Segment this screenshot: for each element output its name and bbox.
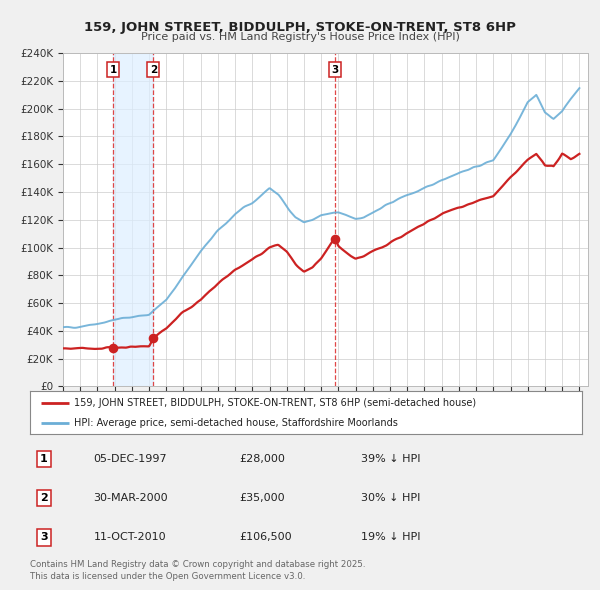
- Point: [109, 343, 118, 352]
- Text: 19% ↓ HPI: 19% ↓ HPI: [361, 532, 421, 542]
- Text: HPI: Average price, semi-detached house, Staffordshire Moorlands: HPI: Average price, semi-detached house,…: [74, 418, 398, 428]
- Text: 39% ↓ HPI: 39% ↓ HPI: [361, 454, 421, 464]
- Text: 11-OCT-2010: 11-OCT-2010: [94, 532, 166, 542]
- Text: 159, JOHN STREET, BIDDULPH, STOKE-ON-TRENT, ST8 6HP (semi-detached house): 159, JOHN STREET, BIDDULPH, STOKE-ON-TRE…: [74, 398, 476, 408]
- Text: Contains HM Land Registry data © Crown copyright and database right 2025.
This d: Contains HM Land Registry data © Crown c…: [30, 560, 365, 581]
- Text: 05-DEC-1997: 05-DEC-1997: [94, 454, 167, 464]
- Text: 2: 2: [40, 493, 47, 503]
- Text: 159, JOHN STREET, BIDDULPH, STOKE-ON-TRENT, ST8 6HP: 159, JOHN STREET, BIDDULPH, STOKE-ON-TRE…: [84, 21, 516, 34]
- Point: [330, 234, 340, 243]
- Text: £35,000: £35,000: [240, 493, 286, 503]
- Text: 3: 3: [331, 65, 338, 75]
- Text: £106,500: £106,500: [240, 532, 292, 542]
- Text: £28,000: £28,000: [240, 454, 286, 464]
- Text: Price paid vs. HM Land Registry's House Price Index (HPI): Price paid vs. HM Land Registry's House …: [140, 32, 460, 42]
- Text: 30% ↓ HPI: 30% ↓ HPI: [361, 493, 421, 503]
- Text: 3: 3: [40, 532, 47, 542]
- Bar: [113, 53, 154, 386]
- Point: [149, 333, 158, 343]
- Text: 30-MAR-2000: 30-MAR-2000: [94, 493, 168, 503]
- Text: 1: 1: [40, 454, 47, 464]
- Text: 2: 2: [150, 65, 157, 75]
- Text: 1: 1: [110, 65, 117, 75]
